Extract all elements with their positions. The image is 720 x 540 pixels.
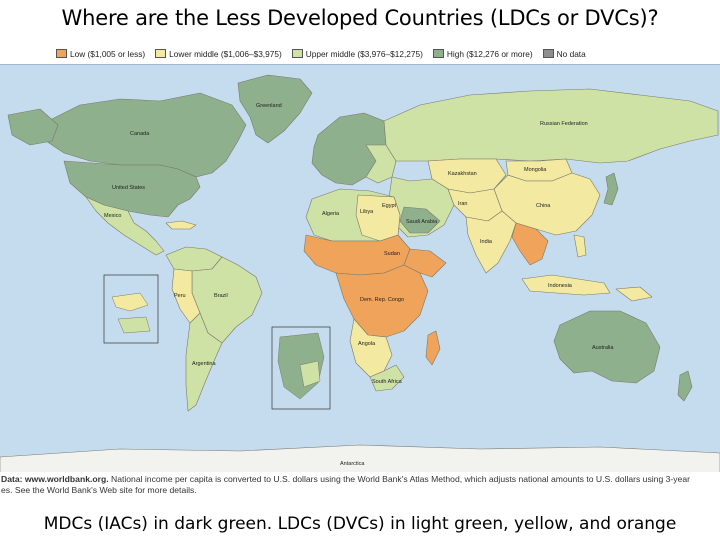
legend-item-high: High ($12,276 or more)	[432, 48, 533, 59]
label-south-africa: South Africa	[372, 379, 403, 385]
legend-item-lower-middle: Lower middle ($1,006–$3,975)	[155, 49, 282, 59]
slide-caption: MDCs (IACs) in dark green. LDCs (DVCs) i…	[43, 514, 677, 534]
legend-label-low: Low ($1,005 or less)	[70, 48, 146, 59]
south-africa-shape	[369, 364, 405, 392]
legend-swatch-upper-middle	[291, 49, 303, 58]
label-algeria: Algeria	[322, 211, 340, 217]
philippines-shape	[573, 234, 587, 258]
legend-item-upper-middle: Upper middle ($3,976–$12,275)	[291, 48, 423, 59]
legend-swatch-no-data	[542, 49, 554, 58]
label-mexico: Mexico	[104, 213, 121, 219]
label-greenland: Greenland	[256, 103, 282, 109]
label-peru: Peru	[174, 293, 186, 299]
label-angola: Angola	[358, 341, 376, 347]
label-argentina: Argentina	[192, 361, 216, 367]
label-saudi: Saudi Arabia	[406, 219, 438, 225]
label-egypt: Egypt	[382, 203, 397, 209]
label-sudan: Sudan	[384, 251, 400, 257]
legend-label-lower-middle: Lower middle ($1,006–$3,975)	[169, 48, 282, 59]
mexico-shape	[85, 196, 165, 256]
label-russia: Russian Federation	[540, 121, 588, 127]
australia-shape	[553, 310, 661, 384]
label-iran: Iran	[458, 201, 467, 207]
label-usa: United States	[112, 185, 145, 191]
label-australia: Australia	[592, 345, 614, 351]
alaska-shape	[7, 108, 59, 146]
southern-cone-shape	[185, 312, 223, 412]
canada-shape	[39, 92, 247, 178]
legend-label-upper-middle: Upper middle ($3,976–$12,275)	[305, 48, 423, 59]
antarctica-shape	[0, 444, 720, 472]
label-china: China	[536, 203, 551, 209]
legend-swatch-lower-middle	[155, 49, 167, 58]
label-dr-congo: Dem. Rep. Congo	[360, 297, 404, 303]
label-kazakhstan: Kazakhstan	[448, 171, 477, 177]
label-libya: Libya	[360, 209, 374, 215]
legend-item-no-data: No data	[542, 48, 586, 59]
legend-swatch-high	[432, 49, 444, 58]
label-brazil: Brazil	[214, 293, 228, 299]
world-map-svg: Greenland Canada United States Mexico Br…	[0, 65, 720, 472]
legend-label-high: High ($12,276 or more)	[446, 48, 533, 59]
gulf-shape	[399, 206, 441, 234]
legend-label-no-data: No data	[556, 48, 586, 59]
label-canada: Canada	[130, 131, 150, 137]
legend-item-low: Low ($1,005 or less)	[56, 49, 145, 59]
label-india: India	[480, 239, 493, 245]
greenland-shape	[237, 74, 313, 144]
label-mongolia: Mongolia	[524, 167, 547, 173]
label-antarctica: Antarctica	[340, 461, 365, 467]
slide-title: Where are the Less Developed Countries (…	[61, 6, 659, 30]
caribbean-inset-land-2	[117, 316, 151, 334]
source-note-line-1-text: National income per capita is converted …	[108, 474, 690, 484]
india-shape	[465, 210, 517, 274]
source-note-bold: Data: www.worldbank.org.	[1, 474, 109, 484]
southeast-asia-shape	[511, 222, 549, 266]
new-zealand-shape	[677, 370, 693, 402]
caribbean-shape	[165, 220, 197, 230]
source-note: Data: www.worldbank.org. National income…	[0, 474, 720, 500]
legend-swatch-low	[56, 49, 67, 58]
source-note-line-1: Data: www.worldbank.org. National income…	[1, 474, 720, 485]
caribbean-inset-land	[111, 292, 149, 312]
egypt-libya-shape	[355, 194, 401, 242]
source-note-line-2: es. See the World Bank's Web site for mo…	[1, 485, 197, 495]
japan-shape	[603, 172, 619, 206]
world-income-map: Greenland Canada United States Mexico Br…	[0, 64, 720, 472]
europe-inset-land-2	[299, 360, 321, 388]
png-shape	[615, 286, 653, 302]
madagascar-shape	[425, 330, 441, 366]
map-legend: Low ($1,005 or less) Lower middle ($1,00…	[56, 45, 586, 62]
horn-africa-shape	[403, 248, 447, 278]
indonesia-shape	[521, 274, 611, 296]
label-indonesia: Indonesia	[548, 283, 573, 289]
